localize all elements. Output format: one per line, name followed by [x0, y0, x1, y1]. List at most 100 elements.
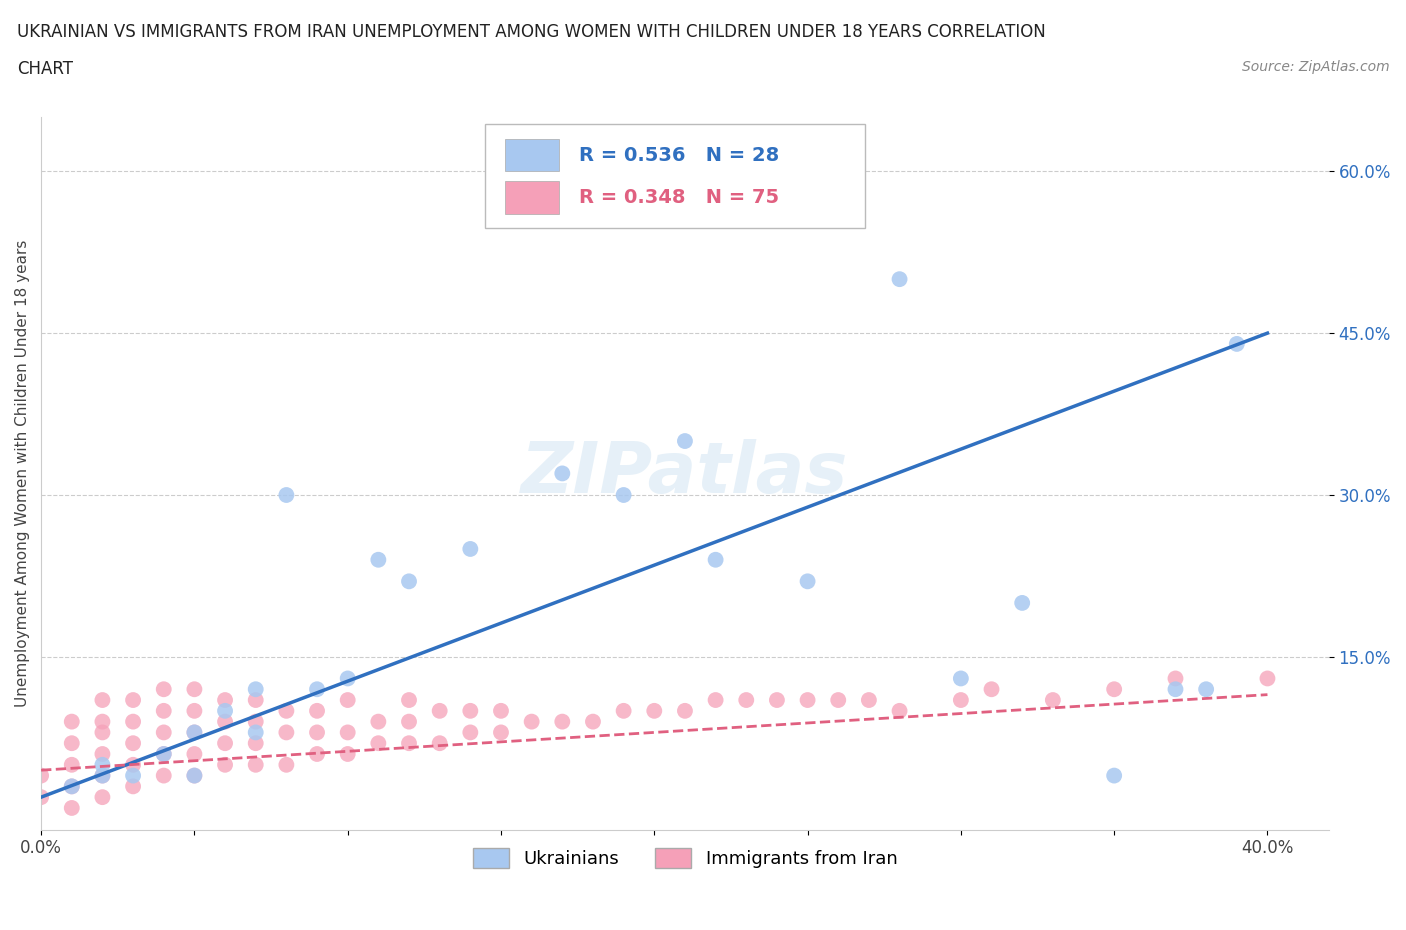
Point	[91, 768, 114, 783]
Point	[305, 725, 328, 740]
Point	[122, 736, 145, 751]
Point	[91, 714, 114, 729]
Point	[183, 768, 205, 783]
Point	[214, 714, 236, 729]
Point	[336, 671, 359, 686]
Point	[30, 790, 52, 804]
Point	[766, 693, 789, 708]
Point	[429, 703, 451, 718]
Point	[367, 552, 389, 567]
Point	[276, 725, 298, 740]
Point	[1042, 693, 1064, 708]
Point	[704, 552, 727, 567]
Legend: Ukrainians, Immigrants from Iran: Ukrainians, Immigrants from Iran	[464, 839, 907, 878]
Point	[152, 747, 174, 762]
Point	[460, 725, 482, 740]
Point	[398, 574, 420, 589]
Point	[949, 693, 972, 708]
Point	[305, 682, 328, 697]
Point	[276, 703, 298, 718]
Point	[245, 725, 267, 740]
Point	[152, 725, 174, 740]
Point	[122, 779, 145, 794]
Text: UKRAINIAN VS IMMIGRANTS FROM IRAN UNEMPLOYMENT AMONG WOMEN WITH CHILDREN UNDER 1: UKRAINIAN VS IMMIGRANTS FROM IRAN UNEMPL…	[17, 23, 1046, 41]
Text: R = 0.348   N = 75: R = 0.348 N = 75	[579, 188, 779, 207]
Point	[245, 693, 267, 708]
Point	[336, 747, 359, 762]
Point	[245, 736, 267, 751]
Point	[91, 768, 114, 783]
Point	[460, 703, 482, 718]
Point	[122, 714, 145, 729]
Text: Source: ZipAtlas.com: Source: ZipAtlas.com	[1241, 60, 1389, 74]
Point	[276, 757, 298, 772]
Point	[245, 682, 267, 697]
Point	[1195, 682, 1218, 697]
Point	[367, 736, 389, 751]
Y-axis label: Unemployment Among Women with Children Under 18 years: Unemployment Among Women with Children U…	[15, 240, 30, 707]
Point	[60, 714, 83, 729]
Point	[858, 693, 880, 708]
Point	[1011, 595, 1033, 610]
Point	[336, 725, 359, 740]
Point	[1102, 682, 1125, 697]
Point	[460, 541, 482, 556]
Point	[1164, 671, 1187, 686]
Point	[1226, 337, 1249, 352]
FancyBboxPatch shape	[505, 181, 558, 214]
Point	[152, 768, 174, 783]
Point	[152, 703, 174, 718]
Point	[122, 768, 145, 783]
Text: CHART: CHART	[17, 60, 73, 78]
Point	[152, 682, 174, 697]
Point	[305, 703, 328, 718]
Point	[398, 736, 420, 751]
Point	[91, 790, 114, 804]
Point	[796, 693, 818, 708]
Point	[673, 703, 696, 718]
Point	[60, 801, 83, 816]
Point	[796, 574, 818, 589]
Point	[30, 768, 52, 783]
Point	[673, 433, 696, 448]
Point	[60, 736, 83, 751]
Point	[214, 693, 236, 708]
Text: R = 0.536   N = 28: R = 0.536 N = 28	[579, 146, 779, 165]
Point	[214, 757, 236, 772]
Point	[91, 725, 114, 740]
Point	[336, 693, 359, 708]
Point	[398, 714, 420, 729]
Point	[1164, 682, 1187, 697]
Point	[60, 757, 83, 772]
Point	[1102, 768, 1125, 783]
Point	[980, 682, 1002, 697]
Point	[91, 693, 114, 708]
Point	[643, 703, 665, 718]
Point	[91, 747, 114, 762]
Point	[613, 703, 636, 718]
Point	[398, 693, 420, 708]
Point	[704, 693, 727, 708]
Point	[276, 487, 298, 502]
Point	[183, 725, 205, 740]
Point	[367, 714, 389, 729]
Point	[245, 714, 267, 729]
Point	[183, 703, 205, 718]
FancyBboxPatch shape	[505, 139, 558, 171]
Point	[122, 693, 145, 708]
Point	[735, 693, 758, 708]
Point	[429, 736, 451, 751]
Point	[551, 714, 574, 729]
Point	[183, 725, 205, 740]
Point	[122, 757, 145, 772]
Point	[183, 768, 205, 783]
Point	[245, 757, 267, 772]
Point	[551, 466, 574, 481]
Point	[60, 779, 83, 794]
Point	[489, 725, 512, 740]
Point	[214, 703, 236, 718]
Point	[949, 671, 972, 686]
Point	[152, 747, 174, 762]
Point	[305, 747, 328, 762]
FancyBboxPatch shape	[485, 125, 865, 228]
